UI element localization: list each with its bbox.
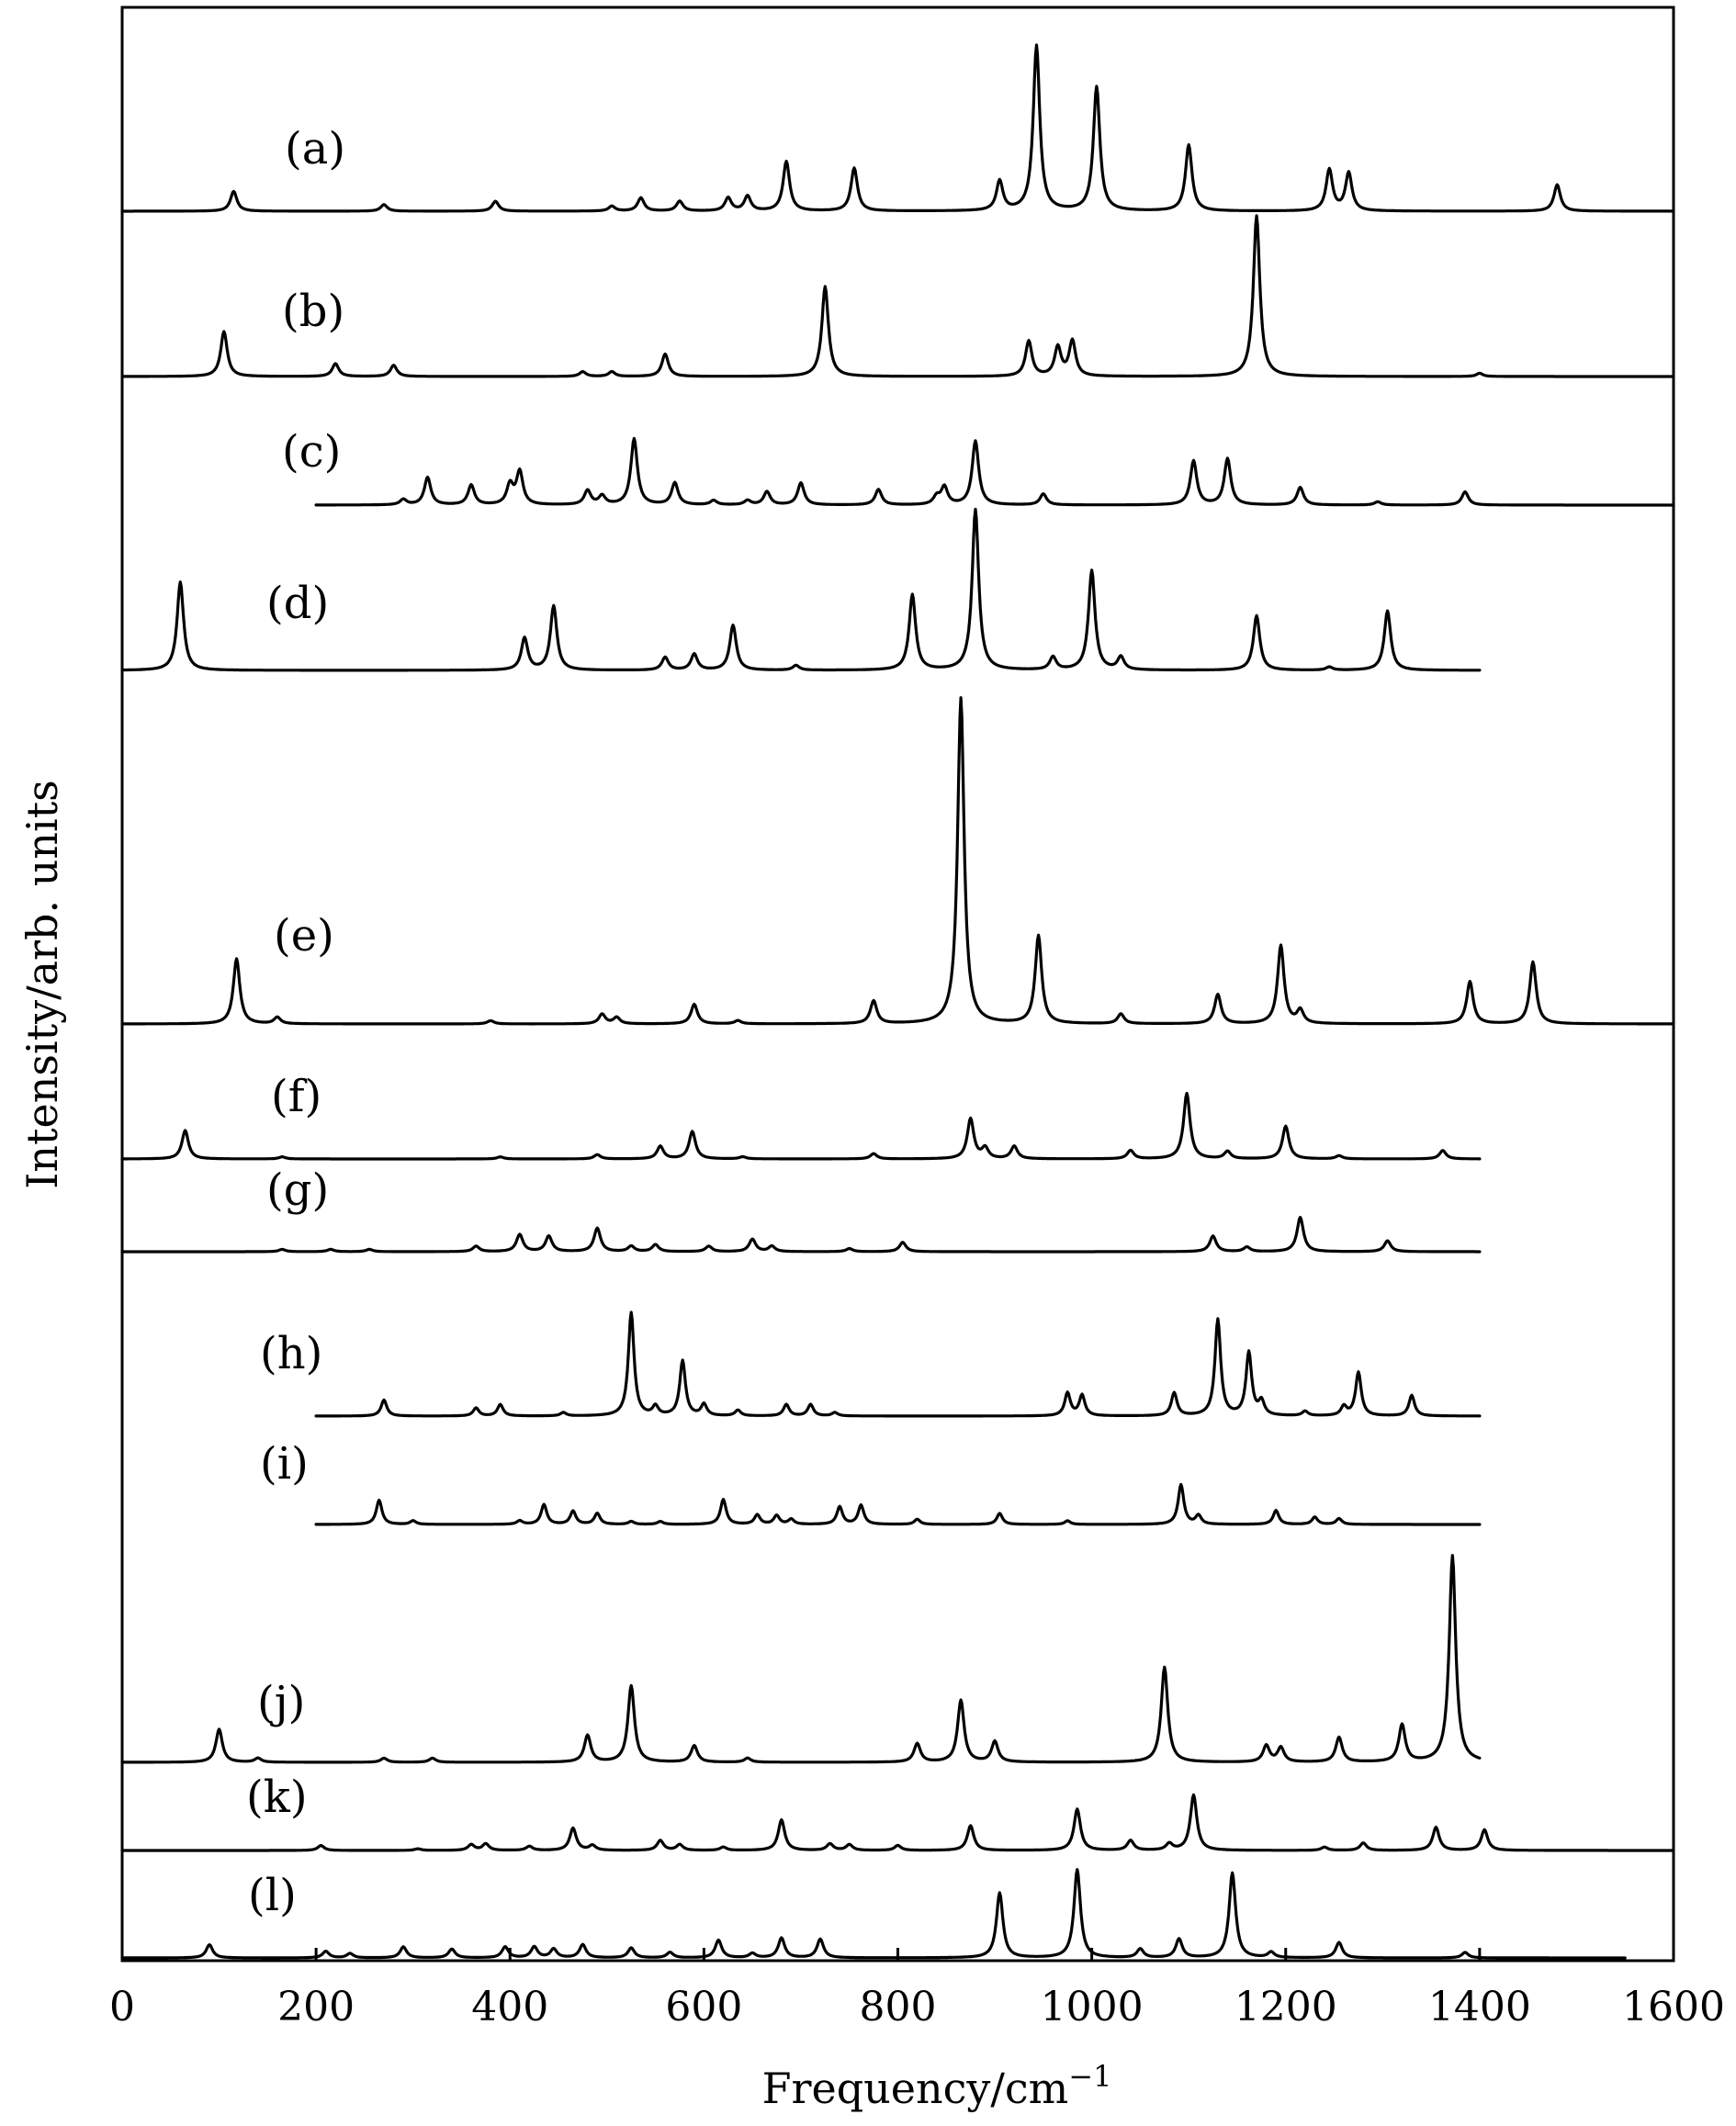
- series-label-j: (j): [257, 1677, 305, 1728]
- x-axis-ticks: 0 200 400 600 800 1000 1200 1400 1600: [109, 1948, 1725, 2030]
- spectrum-line-j: [120, 1554, 1482, 1764]
- series-label-l: (l): [248, 1870, 297, 1921]
- spectrum-line-b: [120, 214, 1675, 378]
- x-tick-label: 1600: [1622, 1984, 1725, 2030]
- spectrum-line-h: [314, 1310, 1482, 1418]
- series-label-h: (h): [260, 1328, 322, 1379]
- x-tick-label: 1000: [1041, 1984, 1144, 2030]
- x-tick-label: 200: [277, 1984, 355, 2030]
- x-tick-label: 800: [860, 1984, 937, 2030]
- spectrum-line-e: [120, 696, 1675, 1026]
- spectrum-line-d: [120, 507, 1482, 672]
- x-tick-label: 400: [471, 1984, 548, 2030]
- spectrum-line-i: [314, 1482, 1482, 1526]
- series-label-e: (e): [274, 910, 334, 962]
- x-tick-label: 600: [665, 1984, 742, 2030]
- series-labels: (a) (b) (c) (d) (e) (f) (g) (h) (i) (j) (k) (l): [246, 123, 345, 1921]
- spectrum-line-l: [120, 1868, 1627, 1960]
- series-label-c: (c): [282, 426, 341, 478]
- x-tick-label: 0: [109, 1984, 135, 2030]
- x-axis-title: Frequency/cm−1: [762, 2059, 1112, 2113]
- spectrum-line-c: [314, 436, 1675, 507]
- y-axis-title: Intensity/arb. units: [17, 780, 67, 1189]
- series-label-g: (g): [266, 1164, 329, 1216]
- x-tick-label: 1200: [1234, 1984, 1337, 2030]
- series-label-b: (b): [282, 286, 344, 337]
- spectrum-line-a: [120, 43, 1675, 213]
- spectra-traces: [120, 43, 1675, 1960]
- series-label-a: (a): [285, 123, 345, 174]
- series-label-d: (d): [266, 578, 329, 629]
- spectrum-line-k: [120, 1793, 1675, 1852]
- x-tick-label: 1400: [1428, 1984, 1531, 2030]
- spectrum-line-f: [120, 1091, 1482, 1161]
- spectrum-line-g: [120, 1215, 1482, 1254]
- series-label-f: (f): [271, 1071, 321, 1122]
- plot-frame: [120, 6, 1675, 1963]
- series-label-k: (k): [246, 1772, 308, 1823]
- series-label-i: (i): [260, 1438, 309, 1490]
